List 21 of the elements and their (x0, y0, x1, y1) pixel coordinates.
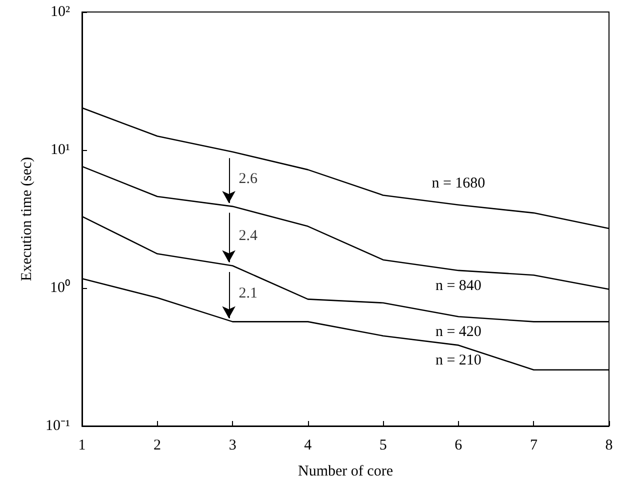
series-label: n = 840 (435, 278, 482, 294)
x-tick-label: 1 (78, 438, 86, 454)
x-tick-label: 4 (304, 438, 312, 454)
annotation: 2.1 (238, 286, 258, 302)
series-label: n = 210 (435, 352, 482, 369)
y-axis-title: Execution time (sec) (19, 156, 36, 282)
y-tick-label: 10⁰ (50, 279, 70, 296)
annotation: 2.6 (238, 171, 258, 188)
x-axis-title: Number of core (298, 464, 394, 480)
x-tick-label: 3 (228, 438, 236, 454)
y-tick-label: 10⁻¹ (46, 418, 70, 434)
x-tick-label: 2 (154, 438, 162, 454)
series-label: n = 1680 (432, 175, 486, 192)
y-tick-label: 10² (50, 4, 70, 20)
y-tick-label: 10¹ (50, 142, 70, 158)
x-tick-label: 6 (454, 438, 463, 454)
x-tick-label: 5 (379, 438, 387, 454)
series-label: n = 420 (435, 324, 482, 340)
x-tick-label: 8 (605, 438, 613, 454)
x-tick-label: 7 (530, 438, 538, 454)
annotation: 2.4 (238, 228, 258, 244)
